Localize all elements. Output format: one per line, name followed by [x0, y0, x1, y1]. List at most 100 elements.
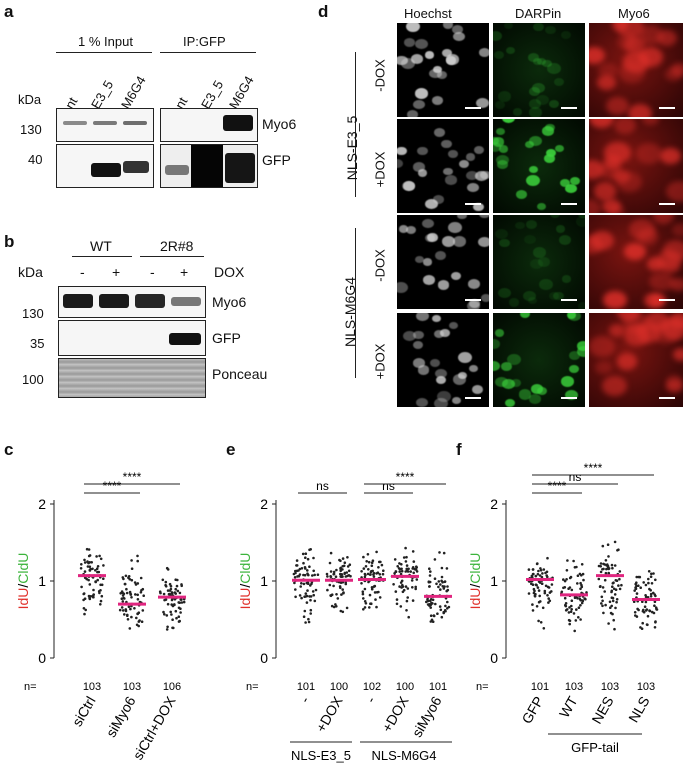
data-point — [294, 595, 297, 599]
data-point — [95, 555, 98, 558]
data-point — [370, 586, 374, 590]
data-point — [306, 557, 310, 561]
data-point — [292, 572, 296, 576]
group-input-line — [56, 52, 152, 53]
data-point — [542, 568, 546, 571]
data-point — [579, 598, 582, 602]
data-point — [362, 555, 365, 559]
data-point — [607, 622, 610, 625]
data-point — [178, 619, 181, 623]
data-point — [543, 591, 547, 595]
data-point — [442, 551, 446, 555]
data-point — [618, 577, 621, 581]
group-input-label: 1 % Input — [78, 34, 133, 49]
data-point — [95, 567, 99, 570]
data-point — [569, 575, 573, 579]
data-point — [541, 572, 544, 575]
data-point — [360, 570, 363, 573]
data-point — [570, 599, 574, 602]
data-point — [88, 597, 92, 601]
data-point — [140, 620, 144, 623]
data-point — [542, 627, 546, 630]
data-point — [179, 607, 182, 610]
data-point — [364, 573, 367, 577]
data-point — [440, 615, 444, 619]
lane-label: E3_5 — [88, 77, 117, 112]
data-point — [83, 558, 86, 562]
y-tick-label: 2 — [260, 496, 268, 512]
data-point — [162, 610, 165, 614]
data-point — [639, 586, 642, 589]
data-point — [363, 600, 367, 603]
data-point — [370, 564, 374, 567]
data-point — [435, 582, 438, 586]
data-point — [434, 602, 437, 606]
data-point — [375, 572, 378, 575]
data-point — [644, 595, 648, 599]
marker-130: 130 — [20, 122, 42, 137]
blot-b-ponceau — [58, 358, 206, 398]
x-tick-label: - — [296, 693, 312, 705]
dox-label: DOX — [214, 264, 245, 280]
data-point — [601, 604, 604, 608]
data-point — [633, 589, 636, 592]
data-point — [402, 588, 406, 592]
data-point — [170, 603, 173, 606]
data-point — [174, 592, 177, 595]
n-value: 106 — [163, 681, 181, 693]
data-point — [534, 583, 538, 586]
data-point — [163, 613, 166, 616]
data-point — [369, 573, 372, 576]
panel-letter-f: f — [456, 440, 462, 459]
data-point — [581, 599, 585, 603]
micrograph-hoechst — [396, 22, 490, 118]
data-point — [305, 601, 309, 604]
data-point — [329, 551, 333, 555]
data-point — [599, 562, 603, 565]
data-point — [446, 600, 449, 604]
data-point — [539, 621, 543, 624]
n-value: 103 — [565, 681, 583, 693]
data-point — [395, 602, 399, 606]
data-point — [606, 543, 610, 546]
data-point — [570, 604, 573, 608]
data-point — [161, 578, 165, 582]
data-point — [405, 564, 409, 567]
data-point — [611, 612, 614, 616]
data-point — [541, 606, 545, 610]
data-point — [602, 611, 605, 615]
group-label: NLS-E3_5 — [291, 748, 351, 763]
data-point — [311, 590, 315, 593]
data-point — [136, 593, 139, 597]
data-point — [540, 575, 544, 579]
data-point — [649, 589, 652, 592]
row-label-myo6: Myo6 — [212, 294, 247, 310]
data-point — [102, 577, 105, 580]
data-point — [651, 610, 654, 614]
data-point — [415, 566, 419, 569]
row-label-dox: +DOX — [372, 343, 388, 380]
data-point — [164, 583, 167, 587]
data-point — [332, 570, 336, 574]
data-point — [374, 598, 377, 601]
data-point — [128, 577, 131, 581]
data-point — [180, 601, 184, 604]
data-point — [164, 598, 168, 601]
data-point — [414, 585, 418, 589]
data-point — [307, 617, 310, 621]
data-point — [341, 610, 345, 614]
data-point — [431, 598, 435, 602]
data-point — [635, 575, 638, 579]
n-value: 102 — [363, 681, 381, 693]
data-point — [380, 563, 384, 567]
marker-40: 40 — [28, 152, 43, 167]
data-point — [309, 548, 313, 551]
marker-130: 130 — [22, 306, 44, 321]
data-point — [88, 561, 91, 564]
row-label-gfp: GFP — [212, 330, 241, 346]
data-point — [614, 606, 617, 610]
sig-label: **** — [548, 479, 567, 493]
y-label-cldu: CldU — [467, 553, 483, 584]
data-point — [165, 566, 169, 570]
column-label-darpin: DARPin — [515, 6, 562, 21]
